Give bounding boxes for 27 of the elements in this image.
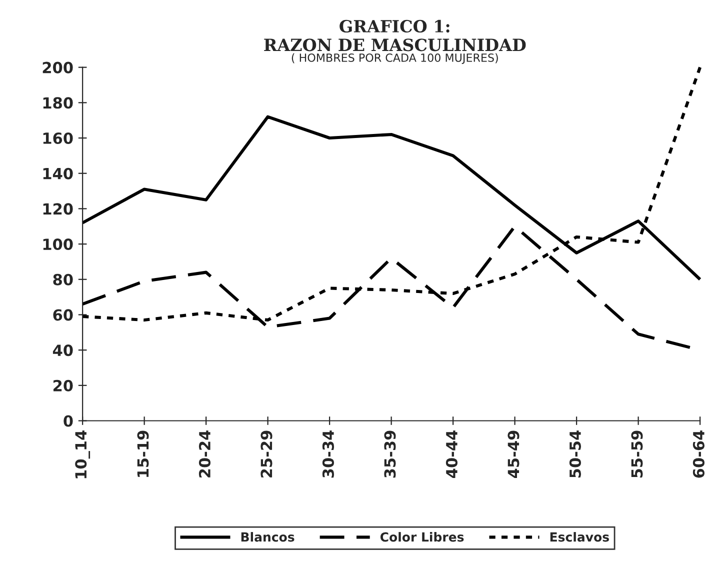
y-tick-label: 120 bbox=[43, 203, 73, 215]
y-tick-label: 20 bbox=[53, 380, 73, 392]
x-tick-label: 30-34 bbox=[322, 430, 334, 478]
y-tick-label: 180 bbox=[43, 97, 73, 109]
chart-title: GRAFICO 1: RAZON DE MASCULINIDAD bbox=[264, 20, 526, 52]
x-tick-label: 25-29 bbox=[260, 430, 272, 478]
x-tick-label: 45-49 bbox=[508, 430, 520, 478]
x-tick-label: 35-39 bbox=[384, 430, 396, 478]
legend-label: Esclavos bbox=[550, 532, 609, 542]
x-tick-label: 15-19 bbox=[137, 430, 149, 477]
y-tick-label: 80 bbox=[53, 274, 73, 286]
y-tick-label: 100 bbox=[43, 238, 73, 250]
y-tick-label: 40 bbox=[52, 344, 73, 356]
x-tick-label: 10_14 bbox=[75, 430, 90, 478]
y-tick-label: 160 bbox=[43, 132, 73, 144]
legend-label: Color Libres bbox=[380, 532, 464, 542]
x-tick-label: 40-44 bbox=[446, 430, 458, 478]
x-tick-label: 60-64 bbox=[692, 430, 704, 478]
legend-label: Blancos bbox=[241, 532, 294, 542]
x-tick-label: 55-59 bbox=[631, 430, 643, 478]
y-tick-label: 0 bbox=[64, 415, 73, 427]
y-tick-label: 140 bbox=[43, 168, 73, 180]
x-tick-label: 20-24 bbox=[198, 430, 210, 478]
y-tick-label: 200 bbox=[42, 62, 73, 74]
y-tick-label: 60 bbox=[53, 309, 73, 321]
chart-subtitle: ( HOMBRES POR CADA 100 MUJERES) bbox=[292, 53, 498, 64]
x-tick-label: 50-54 bbox=[569, 430, 581, 478]
